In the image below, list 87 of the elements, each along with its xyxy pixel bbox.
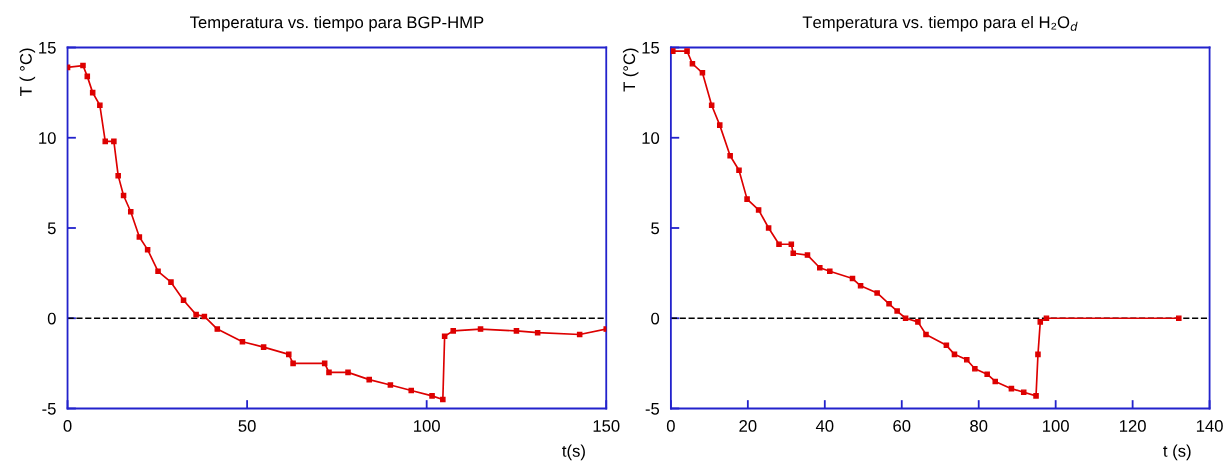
y-tick-label: -5 (42, 403, 56, 415)
point (727, 153, 733, 159)
point (776, 241, 782, 248)
point (477, 326, 484, 332)
point (513, 328, 520, 334)
point (155, 268, 161, 275)
point (168, 279, 174, 285)
point (80, 62, 86, 69)
point (699, 69, 706, 76)
point (874, 290, 880, 296)
x-tick-label: 150 (593, 420, 620, 432)
x-tick-label: 120 (1119, 420, 1146, 432)
point (886, 301, 892, 307)
point (744, 196, 750, 202)
point (964, 356, 970, 363)
point (670, 48, 676, 54)
point (180, 297, 187, 303)
point (923, 331, 929, 338)
point (708, 102, 715, 109)
point (984, 371, 990, 377)
point (193, 311, 199, 318)
point (97, 102, 103, 109)
point (260, 344, 267, 350)
point (788, 241, 795, 248)
y-tick-label: 5 (651, 222, 660, 235)
point (1033, 393, 1039, 399)
point (915, 319, 921, 325)
point (429, 393, 435, 399)
x-axis-title: t(s) (562, 444, 585, 461)
y-axis-title: T (°C) (622, 48, 639, 92)
point (755, 207, 762, 213)
point (345, 369, 351, 376)
x-tick-label: 40 (815, 420, 834, 432)
point (1020, 389, 1027, 396)
point (765, 225, 772, 231)
point (102, 138, 109, 145)
point (716, 122, 723, 128)
point (1035, 351, 1041, 358)
point (115, 172, 121, 179)
point (972, 366, 978, 372)
x-tick-label: 140 (1196, 420, 1223, 432)
point (992, 378, 999, 385)
x-tick-label: 20 (739, 420, 757, 432)
point (387, 382, 394, 388)
point (804, 252, 811, 258)
point (817, 264, 823, 271)
point (689, 60, 696, 67)
point (290, 360, 296, 367)
chart-title: Temperatura vs. tiempo para BGP-HMP (190, 15, 484, 32)
x-tick-label: 80 (970, 420, 988, 432)
point (326, 369, 332, 376)
point (902, 315, 909, 322)
point (408, 387, 415, 394)
point (366, 376, 372, 383)
y-tick-label: -5 (645, 403, 660, 415)
x-axis-title: t (s) (1163, 444, 1191, 461)
point (127, 208, 134, 215)
point (857, 282, 864, 289)
y-tick-label: 10 (39, 132, 56, 144)
point (285, 351, 292, 358)
point (111, 138, 117, 145)
y-tick-label: 10 (642, 132, 660, 144)
point (214, 326, 221, 332)
x-tick-label: 0 (666, 420, 675, 432)
point (684, 48, 690, 54)
y-tick-label: 0 (651, 312, 660, 325)
point (1043, 315, 1050, 322)
point (440, 396, 446, 403)
point (1037, 319, 1044, 325)
point (136, 234, 143, 240)
point (1176, 315, 1182, 322)
x-tick-label: 100 (414, 420, 440, 432)
point (450, 328, 457, 334)
x-tick-label: 0 (63, 420, 72, 432)
chart-title: Temperatura vs. tiempo para el H₂O$_{d}$ (802, 15, 1078, 32)
x-tick-label: 50 (238, 420, 256, 432)
x-tick-label: 60 (893, 420, 911, 432)
point (790, 250, 797, 257)
y-tick-label: 5 (47, 222, 56, 235)
y-axis-title: T ( °C) (19, 48, 36, 97)
point (736, 167, 742, 174)
point (894, 308, 900, 314)
point (827, 268, 833, 275)
x-tick-label: 100 (1043, 420, 1069, 432)
y-tick-label: 15 (642, 42, 660, 54)
y-tick-label: 15 (39, 42, 56, 54)
y-tick-label: 0 (47, 312, 56, 325)
